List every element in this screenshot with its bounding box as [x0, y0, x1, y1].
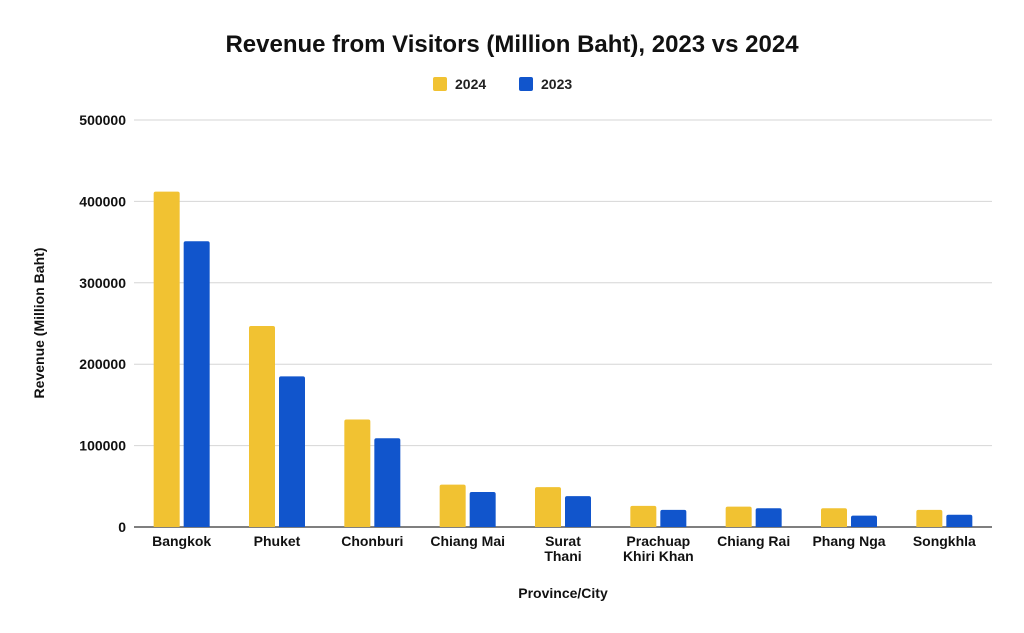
y-tick-label: 400000 [79, 193, 126, 209]
bar-2023 [946, 514, 973, 527]
bar-2024 [439, 484, 466, 527]
legend: 2024 2023 [433, 76, 572, 92]
bar-2024 [725, 506, 752, 527]
bar-2023 [374, 438, 401, 527]
x-tick-label: Chiang Mai [430, 533, 505, 549]
bar-2023 [755, 508, 782, 527]
legend-label-2024: 2024 [455, 76, 486, 92]
bar-2023 [279, 376, 305, 527]
x-tick-label: Songkhla [913, 533, 976, 549]
bar-2023 [183, 241, 210, 527]
chart-title: Revenue from Visitors (Million Baht), 20… [225, 31, 799, 58]
x-tick-label: Phuket [254, 533, 301, 549]
y-axis-label: Revenue (Million Baht) [31, 248, 47, 399]
bar-2024 [821, 508, 847, 527]
legend-swatch-2023 [519, 77, 533, 91]
bar-2023 [851, 515, 877, 527]
bar-2023 [660, 509, 687, 527]
bar-2024 [153, 191, 180, 527]
bar-2023 [469, 491, 496, 527]
x-axis-ticks: Bangkok Phuket Chonburi Chiang Mai Surat Than… [152, 533, 976, 564]
x-tick-label: Bangkok [152, 533, 211, 549]
bar-2024 [630, 505, 657, 527]
y-tick-label: 200000 [79, 356, 126, 372]
bar-2024 [344, 419, 371, 527]
x-tick-label: Chiang Rai [717, 533, 790, 549]
bar-2023 [565, 496, 591, 527]
bars [153, 191, 973, 527]
x-tick-label: Phang Nga [812, 533, 885, 549]
x-axis-label: Province/City [518, 585, 608, 601]
legend-label-2023: 2023 [541, 76, 572, 92]
y-tick-label: 500000 [79, 112, 126, 128]
y-tick-label: 300000 [79, 275, 126, 291]
bar-2024 [535, 487, 561, 527]
bar-2024 [916, 509, 943, 527]
bar-2024 [249, 325, 275, 527]
y-tick-label: 0 [118, 519, 126, 535]
x-tick-label: Chonburi [341, 533, 403, 549]
grid: 0 100000 200000 300000 400000 500000 [79, 112, 992, 535]
x-tick-label: Prachuap Khiri Khan [623, 533, 694, 564]
y-tick-label: 100000 [79, 438, 126, 454]
legend-swatch-2024 [433, 77, 447, 91]
x-tick-label: Surat Thani [544, 533, 581, 564]
